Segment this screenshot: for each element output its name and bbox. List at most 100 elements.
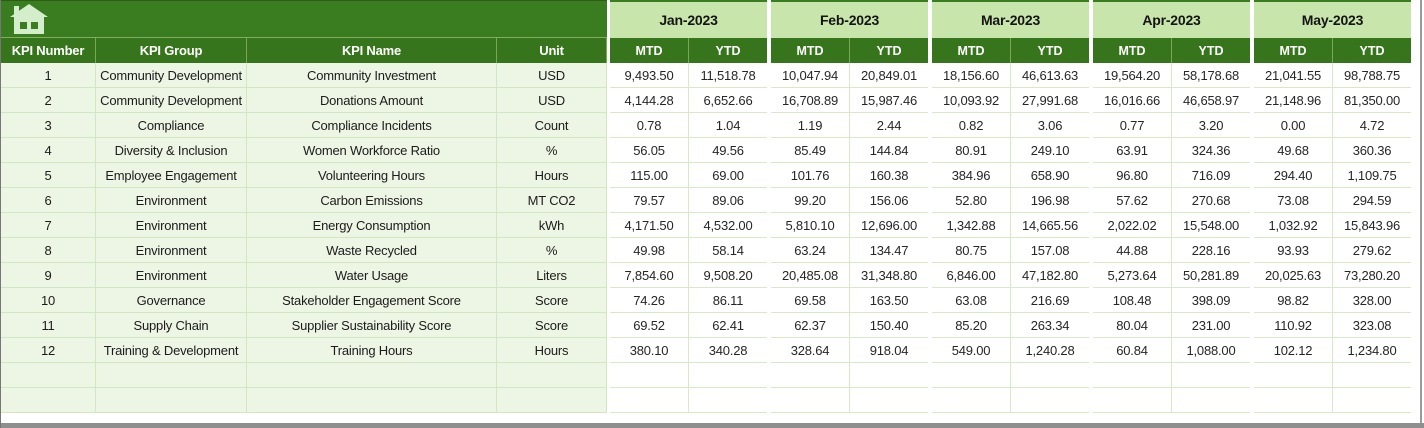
- cell-ytd-value[interactable]: 134.47: [850, 238, 928, 263]
- cell-unit[interactable]: Hours: [497, 163, 607, 188]
- cell-mtd-value[interactable]: 56.05: [610, 138, 688, 163]
- subheader-mtd-cell[interactable]: MTD: [610, 38, 688, 63]
- cell-ytd-value[interactable]: 9,508.20: [689, 263, 767, 288]
- cell-unit[interactable]: %: [497, 138, 607, 163]
- cell-kpi-name[interactable]: [247, 363, 497, 388]
- cell-ytd-value[interactable]: [689, 388, 767, 413]
- cell-mtd-value[interactable]: 49.98: [610, 238, 688, 263]
- cell-ytd-value[interactable]: 716.09: [1172, 163, 1250, 188]
- cell-ytd-value[interactable]: 98,788.75: [1333, 63, 1411, 88]
- cell-mtd-value[interactable]: 0.82: [932, 113, 1010, 138]
- cell-mtd-value[interactable]: 0.78: [610, 113, 688, 138]
- cell-mtd-value[interactable]: 57.62: [1093, 188, 1171, 213]
- cell-mtd-value[interactable]: [1254, 363, 1332, 388]
- cell-ytd-value[interactable]: 163.50: [850, 288, 928, 313]
- cell-mtd-value[interactable]: 20,025.63: [1254, 263, 1332, 288]
- header-kpi-number[interactable]: KPI Number: [1, 38, 96, 63]
- cell-kpi-name[interactable]: Carbon Emissions: [247, 188, 497, 213]
- cell-kpi-group[interactable]: Employee Engagement: [96, 163, 247, 188]
- cell-ytd-value[interactable]: 398.09: [1172, 288, 1250, 313]
- cell-ytd-value[interactable]: 294.59: [1333, 188, 1411, 213]
- cell-ytd-value[interactable]: 340.28: [689, 338, 767, 363]
- cell-ytd-value[interactable]: [1011, 363, 1089, 388]
- month-header-cell[interactable]: Feb-2023: [771, 0, 928, 38]
- cell-kpi-group[interactable]: Environment: [96, 188, 247, 213]
- cell-unit[interactable]: Score: [497, 288, 607, 313]
- subheader-mtd-cell[interactable]: MTD: [1254, 38, 1332, 63]
- subheader-ytd-cell[interactable]: YTD: [1172, 38, 1250, 63]
- cell-mtd-value[interactable]: 115.00: [610, 163, 688, 188]
- cell-mtd-value[interactable]: 93.93: [1254, 238, 1332, 263]
- cell-mtd-value[interactable]: 384.96: [932, 163, 1010, 188]
- header-unit[interactable]: Unit: [497, 38, 607, 63]
- cell-ytd-value[interactable]: 86.11: [689, 288, 767, 313]
- cell-ytd-value[interactable]: 58.14: [689, 238, 767, 263]
- subheader-ytd-cell[interactable]: YTD: [1011, 38, 1089, 63]
- cell-ytd-value[interactable]: 49.56: [689, 138, 767, 163]
- cell-kpi-number[interactable]: 7: [1, 213, 96, 238]
- cell-mtd-value[interactable]: 73.08: [1254, 188, 1332, 213]
- cell-ytd-value[interactable]: [689, 363, 767, 388]
- cell-mtd-value[interactable]: 1.19: [771, 113, 849, 138]
- cell-kpi-number[interactable]: 6: [1, 188, 96, 213]
- cell-ytd-value[interactable]: 150.40: [850, 313, 928, 338]
- cell-mtd-value[interactable]: 21,041.55: [1254, 63, 1332, 88]
- cell-kpi-group[interactable]: Supply Chain: [96, 313, 247, 338]
- cell-kpi-name[interactable]: Water Usage: [247, 263, 497, 288]
- cell-ytd-value[interactable]: 270.68: [1172, 188, 1250, 213]
- month-header-cell[interactable]: May-2023: [1254, 0, 1411, 38]
- cell-ytd-value[interactable]: 47,182.80: [1011, 263, 1089, 288]
- cell-mtd-value[interactable]: 49.68: [1254, 138, 1332, 163]
- cell-ytd-value[interactable]: 15,548.00: [1172, 213, 1250, 238]
- cell-kpi-group[interactable]: Community Development: [96, 63, 247, 88]
- cell-mtd-value[interactable]: 44.88: [1093, 238, 1171, 263]
- cell-mtd-value[interactable]: [1093, 388, 1171, 413]
- cell-mtd-value[interactable]: 7,854.60: [610, 263, 688, 288]
- cell-ytd-value[interactable]: 156.06: [850, 188, 928, 213]
- cell-mtd-value[interactable]: 63.08: [932, 288, 1010, 313]
- cell-kpi-group[interactable]: Training & Development: [96, 338, 247, 363]
- cell-mtd-value[interactable]: [932, 388, 1010, 413]
- cell-unit[interactable]: kWh: [497, 213, 607, 238]
- subheader-mtd-cell[interactable]: MTD: [771, 38, 849, 63]
- cell-mtd-value[interactable]: [771, 388, 849, 413]
- cell-ytd-value[interactable]: 69.00: [689, 163, 767, 188]
- cell-kpi-name[interactable]: Waste Recycled: [247, 238, 497, 263]
- cell-ytd-value[interactable]: 263.34: [1011, 313, 1089, 338]
- cell-ytd-value[interactable]: 27,991.68: [1011, 88, 1089, 113]
- cell-mtd-value[interactable]: 21,148.96: [1254, 88, 1332, 113]
- cell-kpi-number[interactable]: 4: [1, 138, 96, 163]
- cell-ytd-value[interactable]: 11,518.78: [689, 63, 767, 88]
- cell-kpi-group[interactable]: Compliance: [96, 113, 247, 138]
- cell-mtd-value[interactable]: 74.26: [610, 288, 688, 313]
- cell-mtd-value[interactable]: 4,171.50: [610, 213, 688, 238]
- cell-ytd-value[interactable]: [1172, 363, 1250, 388]
- cell-mtd-value[interactable]: 549.00: [932, 338, 1010, 363]
- cell-ytd-value[interactable]: 12,696.00: [850, 213, 928, 238]
- cell-kpi-number[interactable]: 1: [1, 63, 96, 88]
- cell-ytd-value[interactable]: 1,088.00: [1172, 338, 1250, 363]
- cell-kpi-name[interactable]: Supplier Sustainability Score: [247, 313, 497, 338]
- cell-ytd-value[interactable]: 249.10: [1011, 138, 1089, 163]
- cell-mtd-value[interactable]: 18,156.60: [932, 63, 1010, 88]
- cell-kpi-name[interactable]: Volunteering Hours: [247, 163, 497, 188]
- cell-mtd-value[interactable]: 62.37: [771, 313, 849, 338]
- cell-ytd-value[interactable]: 323.08: [1333, 313, 1411, 338]
- cell-ytd-value[interactable]: 2.44: [850, 113, 928, 138]
- cell-kpi-group[interactable]: Diversity & Inclusion: [96, 138, 247, 163]
- cell-kpi-number[interactable]: 9: [1, 263, 96, 288]
- cell-kpi-name[interactable]: Donations Amount: [247, 88, 497, 113]
- cell-kpi-group[interactable]: Community Development: [96, 88, 247, 113]
- subheader-mtd-cell[interactable]: MTD: [1093, 38, 1171, 63]
- cell-ytd-value[interactable]: 4.72: [1333, 113, 1411, 138]
- cell-unit[interactable]: Score: [497, 313, 607, 338]
- cell-ytd-value[interactable]: 1.04: [689, 113, 767, 138]
- cell-ytd-value[interactable]: 73,280.20: [1333, 263, 1411, 288]
- cell-ytd-value[interactable]: 3.20: [1172, 113, 1250, 138]
- cell-mtd-value[interactable]: 0.00: [1254, 113, 1332, 138]
- cell-mtd-value[interactable]: [1254, 388, 1332, 413]
- cell-ytd-value[interactable]: [850, 388, 928, 413]
- cell-mtd-value[interactable]: 80.04: [1093, 313, 1171, 338]
- cell-ytd-value[interactable]: 196.98: [1011, 188, 1089, 213]
- cell-kpi-name[interactable]: Stakeholder Engagement Score: [247, 288, 497, 313]
